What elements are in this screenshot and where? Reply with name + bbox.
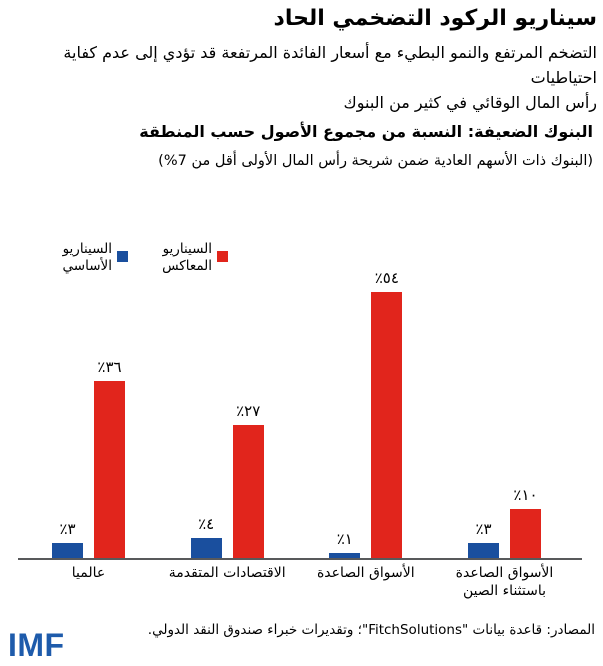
- x-axis-line: [18, 558, 582, 560]
- imf-logo: IMF: [8, 627, 65, 663]
- bar-value-label: ٪٥٤: [374, 269, 399, 287]
- bar-adverse-2: [371, 292, 403, 558]
- x-axis-category-label: عالميا: [71, 565, 106, 581]
- bar-baseline-3: [468, 543, 499, 558]
- legend-swatch-adverse-icon: [217, 251, 228, 262]
- x-axis-category-label: الأسواق الصاعدة باستثناء الصين: [455, 565, 554, 599]
- bar-baseline-2: [329, 553, 361, 558]
- legend-item-baseline: السيناريو الأساسي: [52, 241, 128, 275]
- bar-value-label: ٪٤: [198, 515, 215, 533]
- bar-value-label: ٪١٠: [513, 486, 538, 504]
- legend-label-baseline: السيناريو الأساسي: [62, 241, 112, 274]
- bar-value-label: ٪١: [336, 530, 353, 548]
- x-axis-category-label: الاقتصادات المتقدمة: [168, 565, 286, 581]
- legend-label-adverse: السيناريو المعاكس: [162, 241, 212, 274]
- chart-legend: السيناريو الأساسي السيناريو المعاكس: [52, 241, 228, 275]
- bar-baseline-1: [190, 538, 222, 558]
- bar-value-label: ٪٣: [475, 520, 492, 538]
- chart-subtitle: (البنوك ذات الأسهم العادية ضمن شريحة رأس…: [158, 153, 593, 169]
- page-description: التضخم المرتفع والنمو البطيء مع أسعار ال…: [63, 43, 597, 112]
- bar-value-label: ٪٢٧: [236, 402, 261, 420]
- page-title: سيناريو الركود التضخمي الحاد: [273, 6, 597, 31]
- bar-baseline-0: [52, 543, 83, 558]
- source-note: المصادر: قاعدة بيانات "FitchSolutions"؛ …: [147, 622, 595, 638]
- legend-item-adverse: السيناريو المعاكس: [152, 241, 228, 275]
- bar-value-label: ٪٣٦: [97, 358, 122, 376]
- x-axis-category-label: الأسواق الصاعدة: [316, 565, 415, 581]
- bar-adverse-3: [510, 509, 541, 558]
- bar-adverse-0: [94, 381, 125, 558]
- bar-adverse-1: [232, 425, 264, 558]
- chart-title: البنوك الضعيفة: النسبة من مجموع الأصول ح…: [139, 122, 593, 141]
- bar-chart: ٪٣ ٪٣٦ عالميا ٪٤ ٪٢٧ الاقتصادات المتقدمة ٪١ ٪٥٤…: [18, 265, 582, 599]
- legend-swatch-baseline-icon: [117, 251, 128, 262]
- bar-value-label: ٪٣: [59, 520, 76, 538]
